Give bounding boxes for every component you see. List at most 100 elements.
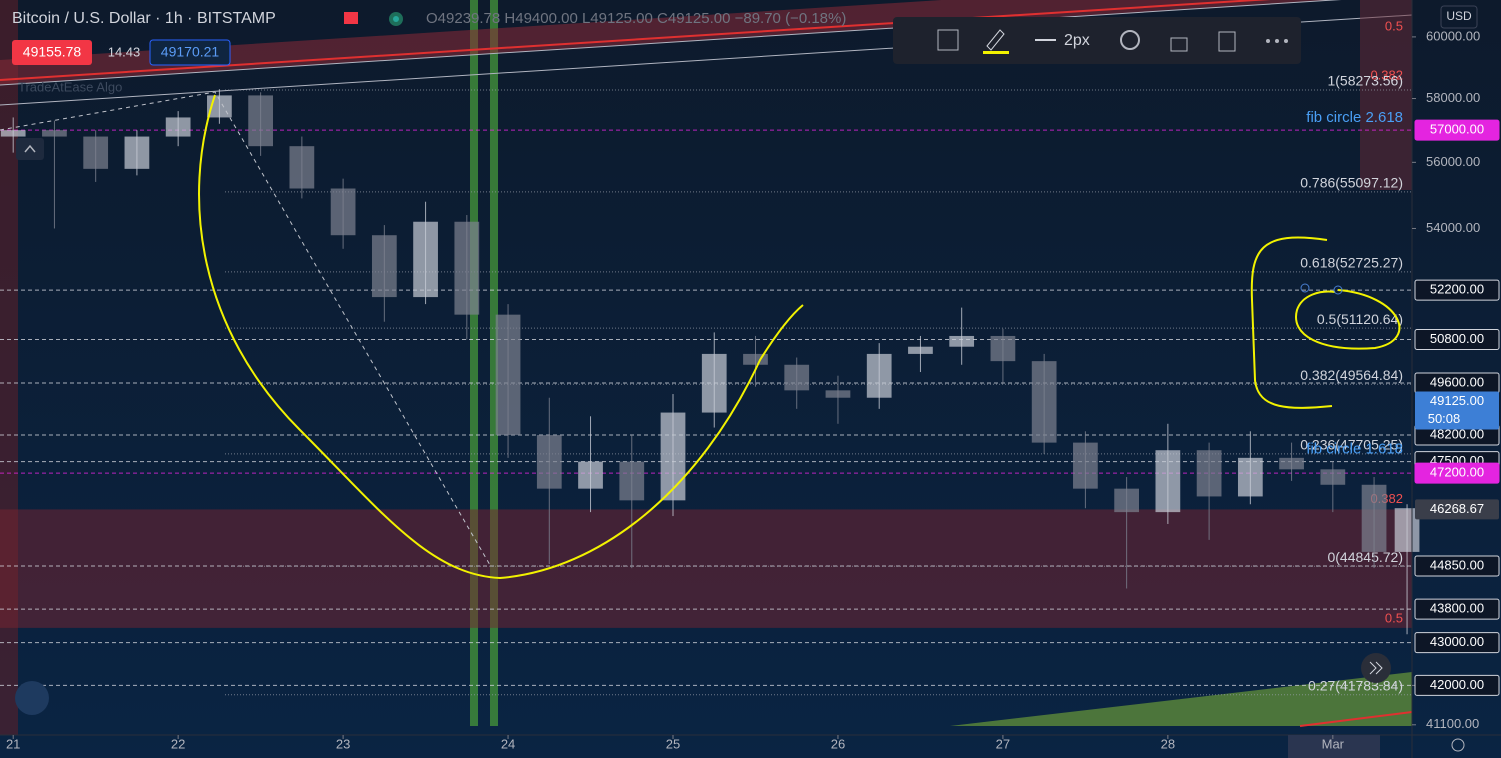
candle-body [124,136,150,169]
time-highlight [1288,735,1380,758]
candle-body [1279,457,1304,470]
fib-label: 1(58273.56) [1327,73,1403,89]
price-label-box [1414,555,1500,577]
more-icon[interactable] [1284,39,1288,43]
symbol-title: Bitcoin / U.S. Dollar · 1h · BITSTAMP [12,10,276,27]
price-label-box [1414,674,1500,696]
price-label: 49600.00 [1430,374,1484,389]
price-label-box [1414,329,1500,351]
anchor [1333,285,1343,295]
fib-circle-label: fib circle 2.618 [1306,109,1403,126]
candle-body [990,335,1016,362]
axes: 60000.00 58000.00 56000.00 54000.00 42000.00… [6,28,1500,751]
anchor [1300,283,1310,293]
currency: USD [1446,9,1472,23]
more-icon[interactable] [1275,39,1279,43]
scroll-icon [1369,661,1383,675]
candle-body [660,412,686,501]
candle-body [289,146,315,189]
candle-body [1155,450,1181,513]
price-label: 43800.00 [1430,601,1484,616]
color-swatch [983,51,1009,54]
y-tick-label: 60000.00 [1426,28,1480,43]
candle-body [248,95,273,147]
candle-body [1031,361,1057,443]
price-label: 46268.67 [1430,501,1484,516]
candle-body [701,353,727,413]
sell-box[interactable] [12,40,92,65]
x-tick-label: 23 [336,736,350,751]
trend-line [0,91,491,566]
y-tick-label: 56000.00 [1426,154,1480,169]
candle-body [1320,469,1346,485]
x-tick-label: 21 [6,736,20,751]
last-price-box [1415,391,1499,430]
x-tick-label: 27 [996,736,1010,751]
x-tick-label: 24 [501,736,515,751]
price-label-box [1415,499,1499,520]
fib-circle-label: fib circle 1.618 [1306,441,1403,458]
price-label-box [1414,462,1500,484]
buy-box[interactable] [149,39,231,66]
candle-body [908,346,933,354]
candle-body [371,235,397,298]
settings-icon[interactable] [1451,738,1465,752]
fib-label: 0.27(41783.84) [1308,677,1403,693]
indicator-name: TradeAtEase Algo [18,79,122,94]
candle-body [1361,484,1387,552]
toolbar-icon[interactable] [937,29,959,51]
candle-body [866,353,892,398]
candle-body [784,364,810,391]
x-tick-label: 28 [1161,736,1175,751]
channel-label: 0.5 [1385,18,1403,33]
status-dot [393,16,399,22]
channel-label: 0.382 [1370,67,1403,82]
price-label: 48200.00 [1430,426,1484,441]
channel-line [0,0,1271,81]
price-label: 42000.00 [1430,677,1484,692]
fib-label: 0.382(49564.84) [1300,367,1403,383]
x-tick-label: 22 [171,736,185,751]
candle-body [165,117,191,137]
settings-icon[interactable] [1120,30,1140,50]
price-label-box [1414,598,1500,620]
line-width[interactable]: 2px [1064,32,1090,49]
pencil-icon[interactable] [986,29,1005,51]
logo[interactable] [15,681,49,715]
candle-body [619,461,645,501]
price-label: 50800.00 [1430,331,1484,346]
fib-label: 0.236(47705.25) [1300,437,1403,453]
candle-body [454,221,480,315]
candle-body [949,335,975,347]
collapse-button[interactable] [16,138,44,160]
flag-icon[interactable] [344,12,358,24]
right-zone [1360,0,1412,190]
candle-body [825,390,851,398]
candle-body [578,461,603,489]
lock-icon[interactable] [1170,37,1188,52]
buy-price: 49170.21 [161,44,220,60]
delete-icon[interactable] [1218,31,1236,52]
y-tick-label: 58000.00 [1426,90,1480,105]
fib-label: 0(44845.72) [1327,549,1403,565]
price-label: 44850.00 [1430,557,1484,572]
candle-body [330,188,356,236]
fib-label: 0.786(55097.12) [1300,175,1403,191]
price-label: 43000.00 [1430,634,1484,649]
last-price: 49125.00 [1430,393,1484,408]
candle-body [1237,457,1263,497]
channel-line [1299,711,1413,727]
plot: 0.3820.50.50.3821(58273.56)0.786(55097.1… [0,18,1420,696]
x-tick-label: Mar [1322,736,1345,751]
zone-label: 0.5 [1385,610,1403,625]
candle-body [413,221,438,298]
y-tick-label: 54000.00 [1426,220,1480,235]
currency-box[interactable] [1440,5,1478,29]
fib-label: 0.5(51120.64) [1317,311,1403,327]
countdown: 50:08 [1428,411,1461,426]
channel-edge [0,0,1342,86]
price-label: 47200.00 [1430,465,1484,480]
more-icon[interactable] [1266,39,1270,43]
drawn-ellipse [1295,289,1401,350]
